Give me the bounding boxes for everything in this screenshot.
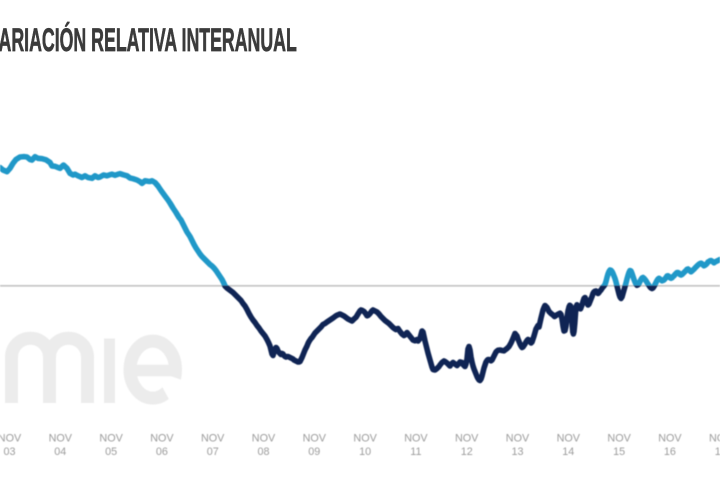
svg-text:NOV17: NOV17 xyxy=(709,432,720,458)
